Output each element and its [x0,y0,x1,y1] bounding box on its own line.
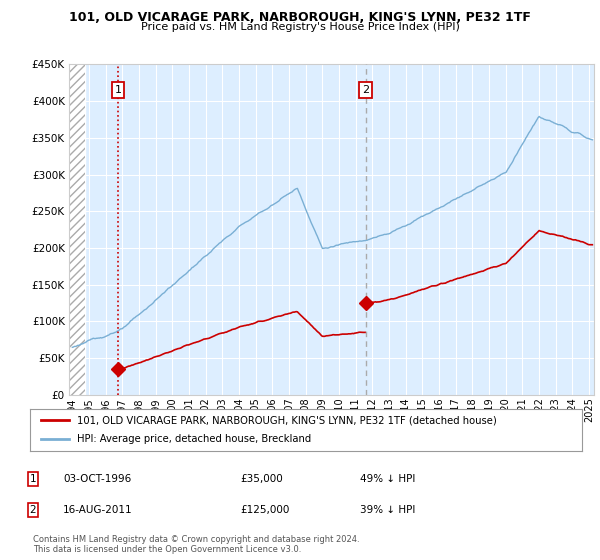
Bar [69,64,85,395]
Text: £35,000: £35,000 [240,474,283,484]
Text: 03-OCT-1996: 03-OCT-1996 [63,474,131,484]
Text: 101, OLD VICARAGE PARK, NARBOROUGH, KING'S LYNN, PE32 1TF: 101, OLD VICARAGE PARK, NARBOROUGH, KING… [69,11,531,24]
Text: Price paid vs. HM Land Registry's House Price Index (HPI): Price paid vs. HM Land Registry's House … [140,22,460,32]
Text: 49% ↓ HPI: 49% ↓ HPI [360,474,415,484]
Text: 2: 2 [362,85,369,95]
Bar [69,64,85,395]
Text: £125,000: £125,000 [240,505,289,515]
Text: 16-AUG-2011: 16-AUG-2011 [63,505,133,515]
Text: 1: 1 [115,85,122,95]
Text: 2: 2 [29,505,37,515]
Text: 39% ↓ HPI: 39% ↓ HPI [360,505,415,515]
Text: HPI: Average price, detached house, Breckland: HPI: Average price, detached house, Brec… [77,435,311,445]
Text: Contains HM Land Registry data © Crown copyright and database right 2024.
This d: Contains HM Land Registry data © Crown c… [33,535,359,554]
Text: 1: 1 [29,474,37,484]
Text: 101, OLD VICARAGE PARK, NARBOROUGH, KING'S LYNN, PE32 1TF (detached house): 101, OLD VICARAGE PARK, NARBOROUGH, KING… [77,415,497,425]
